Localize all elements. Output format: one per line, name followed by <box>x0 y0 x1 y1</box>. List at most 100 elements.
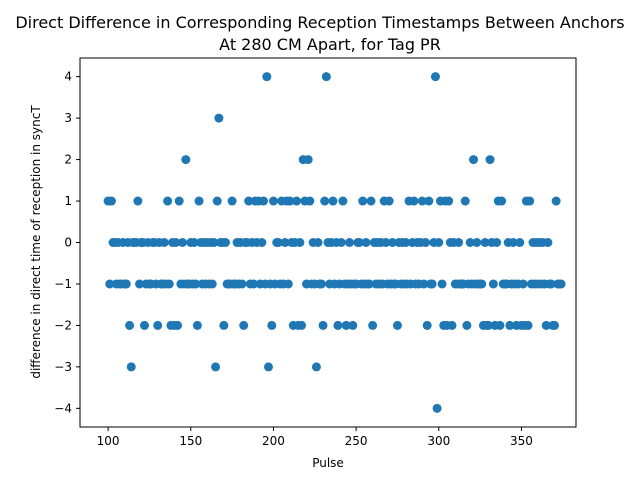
data-point <box>268 196 278 206</box>
data-point <box>546 279 556 289</box>
data-point <box>318 320 328 330</box>
data-point <box>483 320 493 330</box>
data-point <box>106 196 116 206</box>
data-point <box>262 72 272 82</box>
data-point <box>292 196 302 206</box>
data-point <box>257 238 267 247</box>
data-point <box>477 279 487 289</box>
data-point <box>207 279 217 289</box>
data-point <box>341 320 351 330</box>
data-point <box>427 279 437 289</box>
data-point <box>437 279 447 289</box>
data-point <box>447 320 457 330</box>
data-points <box>103 72 566 413</box>
data-point <box>364 279 374 289</box>
data-point <box>381 238 391 247</box>
data-point <box>192 320 202 330</box>
data-point <box>424 196 434 206</box>
data-point <box>338 196 348 206</box>
x-tick-label: 150 <box>179 434 202 448</box>
data-point <box>320 196 330 206</box>
x-tick-label: 350 <box>510 434 533 448</box>
data-point <box>209 238 219 247</box>
data-point <box>518 279 528 289</box>
y-tick-label: −2 <box>54 318 72 332</box>
data-point <box>273 238 283 247</box>
data-point <box>263 362 273 372</box>
y-tick-label: 0 <box>64 236 72 250</box>
x-tick-label: 300 <box>427 434 450 448</box>
data-point <box>432 403 442 413</box>
y-tick-label: −3 <box>54 360 72 374</box>
data-point <box>492 238 502 247</box>
data-point <box>163 196 173 206</box>
data-point <box>543 238 553 247</box>
data-point <box>497 196 507 206</box>
data-point <box>139 320 149 330</box>
y-tick-label: 1 <box>64 194 72 208</box>
data-point <box>505 320 515 330</box>
data-point <box>125 320 135 330</box>
data-point <box>239 320 249 330</box>
data-point <box>348 320 358 330</box>
x-tick-label: 250 <box>345 434 368 448</box>
data-point <box>421 238 431 247</box>
data-point <box>422 320 432 330</box>
data-point <box>444 196 454 206</box>
y-tick-label: −4 <box>54 401 72 415</box>
data-point <box>361 238 371 247</box>
data-point <box>105 279 115 289</box>
data-point <box>387 238 397 247</box>
data-point <box>488 279 498 289</box>
y-axis-label: difference in direct time of reception i… <box>29 105 43 379</box>
y-tick-label: 3 <box>64 111 72 125</box>
data-point <box>358 196 368 206</box>
data-point <box>133 196 143 206</box>
data-point <box>495 320 505 330</box>
data-point <box>468 155 478 165</box>
data-point <box>316 279 326 289</box>
data-point <box>267 320 277 330</box>
data-point <box>212 196 222 206</box>
data-point <box>305 196 315 206</box>
chart-title-line-1: Direct Difference in Corresponding Recep… <box>15 13 624 32</box>
data-point <box>126 362 136 372</box>
data-point <box>465 238 475 247</box>
data-point <box>480 238 490 247</box>
data-point <box>121 279 131 289</box>
data-point <box>523 320 533 330</box>
y-tick-label: 4 <box>64 70 72 84</box>
data-point <box>508 238 518 247</box>
data-point <box>237 279 247 289</box>
data-point <box>419 279 429 289</box>
data-point <box>280 238 290 247</box>
data-point <box>344 238 354 247</box>
x-tick-label: 200 <box>262 434 285 448</box>
y-axis-ticks: −4 −3 −2 −1 0 1 2 3 4 <box>54 70 80 415</box>
data-point <box>401 238 411 247</box>
data-point <box>189 238 199 247</box>
x-tick-label: 100 <box>97 434 120 448</box>
data-point <box>454 238 464 247</box>
data-point <box>462 320 472 330</box>
data-point <box>515 238 525 247</box>
data-point <box>214 113 224 123</box>
data-point <box>219 320 229 330</box>
data-point <box>368 320 378 330</box>
data-point <box>328 196 338 206</box>
data-point <box>295 238 305 247</box>
data-point <box>485 155 495 165</box>
data-point <box>460 196 470 206</box>
data-point <box>409 196 419 206</box>
data-point <box>550 320 560 330</box>
data-point <box>194 196 204 206</box>
data-point <box>181 155 191 165</box>
data-point <box>178 238 188 247</box>
data-point <box>259 196 269 206</box>
data-point <box>153 320 163 330</box>
data-point <box>354 238 364 247</box>
data-point <box>434 238 444 247</box>
data-point <box>336 238 346 247</box>
data-point <box>541 320 551 330</box>
